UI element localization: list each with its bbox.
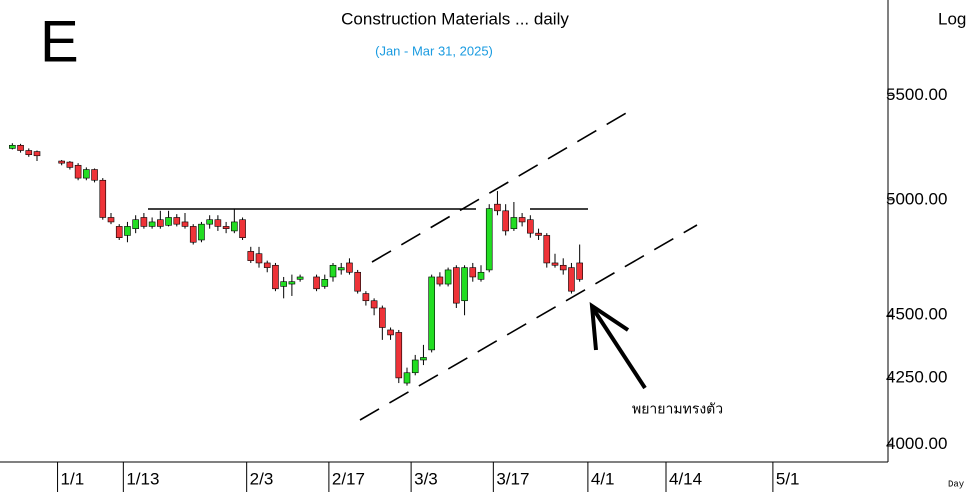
candle-body — [428, 276, 435, 351]
candle-body — [403, 372, 411, 384]
candle-body — [99, 179, 107, 218]
candle-body — [346, 262, 353, 273]
candle-body — [91, 169, 98, 181]
candle-body — [527, 219, 534, 234]
candle-body — [263, 262, 271, 268]
candle-body — [543, 235, 551, 264]
y-tick-label: 4250.00 — [886, 367, 947, 386]
x-tick-label: 2/3 — [250, 469, 274, 488]
arrow-shaft — [592, 308, 647, 390]
candle-body — [559, 264, 567, 271]
candle-body — [387, 329, 394, 336]
candle-body — [296, 276, 304, 280]
candle-body — [436, 276, 444, 285]
candle-body — [461, 267, 468, 302]
y-tick-label: 5500.00 — [886, 85, 947, 104]
candle-body — [107, 217, 115, 223]
candle-body — [576, 262, 583, 280]
x-tick-label: 3/3 — [414, 469, 438, 488]
arrow-head — [589, 302, 630, 351]
candle-body — [148, 221, 156, 227]
scale-label: Log — [938, 9, 966, 28]
panel-letter: E — [40, 9, 79, 74]
candle-body — [231, 221, 238, 232]
candle-body — [189, 226, 197, 243]
candle-body — [568, 267, 575, 292]
candle-body — [255, 253, 263, 264]
candle-body — [25, 150, 33, 156]
candle-body — [469, 267, 477, 278]
candle-body — [518, 217, 526, 223]
candle-body — [66, 161, 74, 168]
candle-body — [535, 232, 542, 236]
candle-body — [329, 264, 337, 278]
x-tick-label: 5/1 — [776, 469, 800, 488]
candle-body — [17, 144, 24, 151]
candle-body — [214, 219, 222, 227]
candle-body — [354, 271, 361, 292]
candle-body — [477, 271, 485, 280]
drawings — [148, 111, 698, 421]
candle-body — [502, 210, 509, 232]
candle-body — [379, 307, 386, 328]
candle-body — [280, 281, 287, 287]
candle-body — [132, 219, 139, 229]
candle-body — [272, 264, 279, 290]
x-tick-label: 3/17 — [496, 469, 529, 488]
x-tick-label: 1/13 — [126, 469, 159, 488]
candle-body — [157, 219, 164, 227]
annotation: พยายามทรงตัว — [632, 401, 723, 417]
x-tick-label: 4/1 — [591, 469, 615, 488]
candle-body — [337, 267, 345, 271]
chart-subtitle: (Jan - Mar 31, 2025) — [375, 43, 493, 58]
candle-body — [453, 267, 460, 304]
candle-body — [485, 208, 493, 271]
candle-body — [313, 276, 320, 290]
candle-body — [395, 332, 403, 379]
candle-body — [362, 293, 370, 302]
candle-body — [74, 164, 82, 179]
candle-body — [181, 221, 189, 227]
candle-body — [444, 269, 452, 285]
candle-body — [288, 281, 296, 285]
candle-body — [9, 144, 16, 149]
candle-body — [510, 217, 518, 229]
candle-body — [494, 203, 501, 212]
candle-body — [124, 226, 131, 236]
chart-title: Construction Materials ... daily — [341, 9, 569, 28]
candle-body — [247, 251, 255, 261]
channel-lower — [359, 224, 698, 421]
y-tick-label: 4500.00 — [886, 305, 947, 324]
candle-body — [321, 279, 329, 287]
candle-body — [370, 300, 378, 309]
candle-body — [411, 359, 419, 374]
candle-body — [222, 226, 230, 229]
candle-body — [33, 151, 41, 157]
candle-body — [239, 219, 246, 239]
candle-body — [551, 262, 559, 266]
x-tick-label: 2/17 — [332, 469, 365, 488]
candle-body — [140, 217, 148, 227]
candle-body — [83, 169, 90, 179]
channel-upper — [371, 111, 629, 263]
candle-body — [206, 219, 213, 225]
candle-body — [58, 160, 65, 164]
y-tick-label: 4000.00 — [886, 434, 947, 453]
candle-body — [165, 217, 172, 226]
candle-body — [420, 357, 427, 361]
x-tick-label: 1/1 — [61, 469, 85, 488]
candle-body — [115, 226, 123, 239]
candle-body — [173, 217, 181, 225]
x-tick-label: 4/14 — [669, 469, 702, 488]
period-label: Day — [948, 479, 965, 489]
y-tick-label: 5000.00 — [886, 189, 947, 208]
candle-body — [198, 223, 205, 241]
